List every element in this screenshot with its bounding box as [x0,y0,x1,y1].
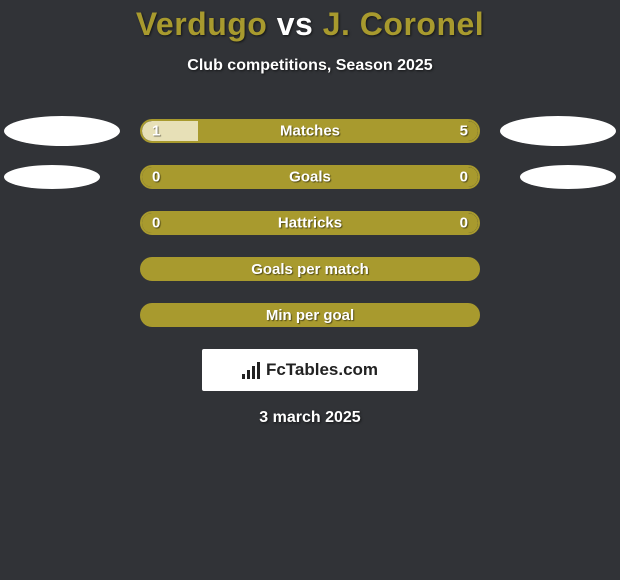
barchart-icon [242,361,260,379]
stat-row-mpg: Min per goal [0,303,620,327]
stat-row-hattricks: 0 Hattricks 0 [0,211,620,235]
title: Verdugo vs J. Coronel [0,6,620,43]
stat-val-b: 0 [460,215,468,232]
stat-val-a: 1 [152,123,160,140]
stat-rows: 1 Matches 5 0 Goals 0 0 Hattricks [0,119,620,327]
stat-val-a: 0 [152,215,160,232]
avatar-oval-right [500,116,616,146]
fctables-logo: FcTables.com [202,349,418,391]
stat-label: Hattricks [278,215,342,232]
avatar-oval-left [4,165,100,189]
stat-bar: 0 Goals 0 [140,165,480,189]
avatar-oval-right [520,165,616,189]
stat-row-goals: 0 Goals 0 [0,165,620,189]
logo-text: FcTables.com [266,360,378,380]
stat-seg-a [142,121,198,141]
date-text: 3 march 2025 [0,409,620,427]
stat-val-b: 0 [460,169,468,186]
avatar-oval-left [4,116,120,146]
stat-label: Goals [289,169,331,186]
stat-label: Matches [280,123,340,140]
stat-bar: 1 Matches 5 [140,119,480,143]
title-vs: vs [277,6,314,42]
stat-row-gpm: Goals per match [0,257,620,281]
stat-row-matches: 1 Matches 5 [0,119,620,143]
comparison-infographic: Verdugo vs J. Coronel Club competitions,… [0,0,620,580]
stat-pill: Min per goal [140,303,480,327]
stat-bar: 0 Hattricks 0 [140,211,480,235]
title-player-b: J. Coronel [323,6,484,42]
stat-val-a: 0 [152,169,160,186]
title-player-a: Verdugo [136,6,268,42]
stat-pill: Goals per match [140,257,480,281]
stat-val-b: 5 [460,123,468,140]
subtitle: Club competitions, Season 2025 [0,57,620,75]
